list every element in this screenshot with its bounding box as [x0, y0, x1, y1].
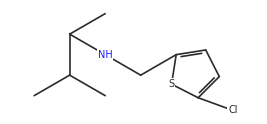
Text: Cl: Cl	[228, 105, 238, 115]
Text: S: S	[168, 79, 175, 89]
Text: NH: NH	[98, 50, 113, 60]
